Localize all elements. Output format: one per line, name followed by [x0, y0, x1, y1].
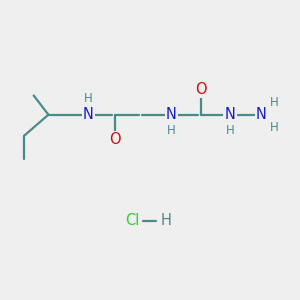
Text: H: H [270, 96, 279, 109]
Text: Cl: Cl [125, 213, 140, 228]
Text: H: H [84, 92, 92, 105]
Text: H: H [270, 121, 279, 134]
Text: N: N [83, 107, 94, 122]
Text: O: O [110, 132, 121, 147]
Text: N: N [225, 107, 236, 122]
Text: H: H [167, 124, 176, 137]
Text: H: H [161, 213, 172, 228]
Text: N: N [256, 107, 267, 122]
Text: H: H [226, 124, 235, 137]
Text: O: O [195, 82, 206, 97]
Text: N: N [166, 107, 177, 122]
